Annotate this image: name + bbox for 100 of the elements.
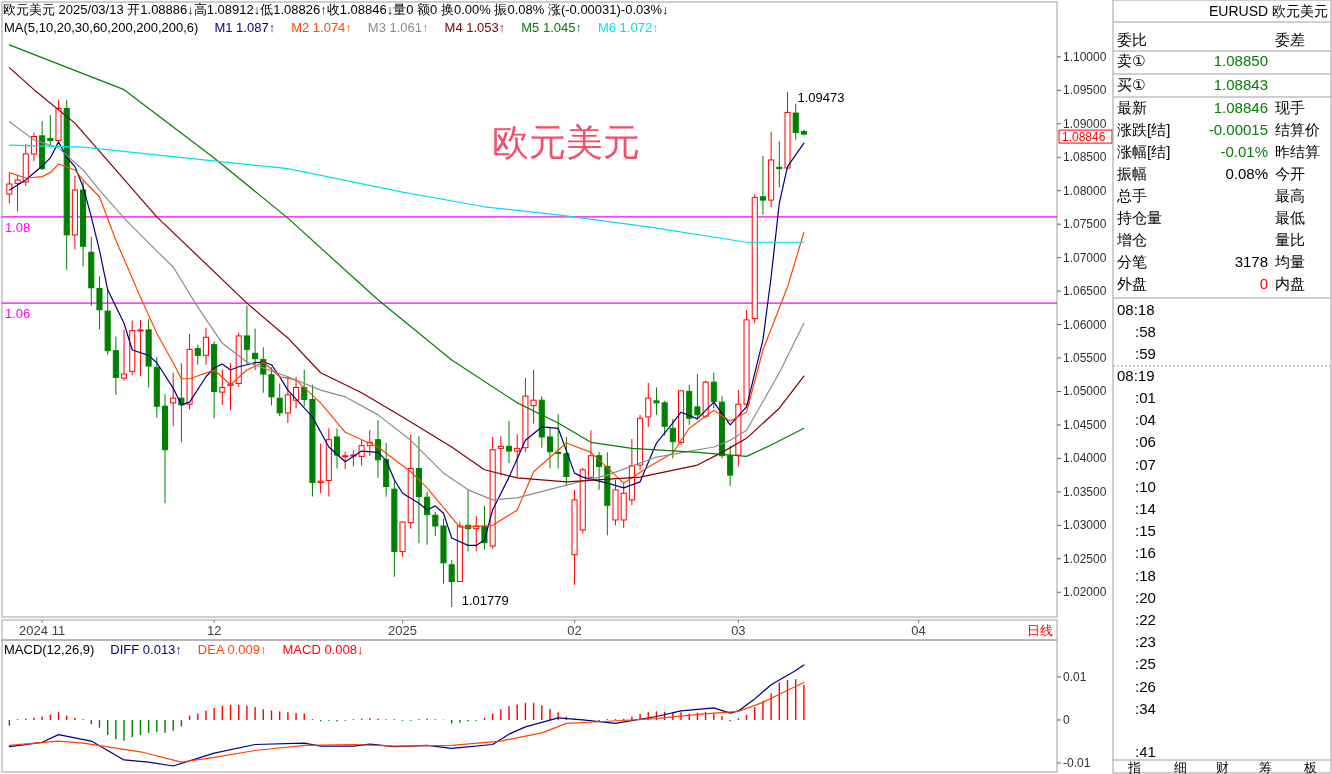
text: :15 bbox=[1135, 522, 1156, 539]
text: 内盘 bbox=[1275, 275, 1305, 292]
text: EURUSD 欧元美元 bbox=[1208, 3, 1328, 19]
x-tick-label: 04 bbox=[911, 623, 926, 638]
text: 最低 bbox=[1275, 209, 1305, 226]
y-tick-label: 1.06000 bbox=[1063, 317, 1107, 332]
text: :14 bbox=[1135, 500, 1156, 517]
y-tick-label: 1.03500 bbox=[1063, 484, 1107, 499]
text: 量比 bbox=[1275, 231, 1305, 248]
y-tick-label: 0.01 bbox=[1063, 669, 1087, 684]
text: :10 bbox=[1135, 478, 1156, 495]
text: :26 bbox=[1135, 678, 1156, 695]
y-tick-label: 0 bbox=[1063, 712, 1070, 727]
text: :01 bbox=[1135, 389, 1156, 406]
legend-title: MACD(12,26,9) bbox=[4, 642, 95, 657]
text: 筹 bbox=[1258, 760, 1272, 774]
y-tick-label: 1.04000 bbox=[1063, 451, 1107, 466]
ref-line-label: 1.06 bbox=[5, 306, 31, 322]
text: DIFF 0.013↑ bbox=[110, 642, 182, 657]
text: M6 1.072↑ bbox=[597, 20, 659, 35]
x-tick-label: 12 bbox=[206, 623, 222, 638]
x-tick-label: 02 bbox=[567, 623, 582, 638]
y-tick-label: 1.08500 bbox=[1063, 150, 1107, 165]
text: 最新 bbox=[1117, 99, 1147, 116]
text: 08:18 bbox=[1117, 301, 1155, 318]
y-tick-label: 1.02500 bbox=[1063, 551, 1107, 566]
text: :16 bbox=[1135, 544, 1156, 561]
text: 最高 bbox=[1275, 187, 1305, 204]
text: M3 1.061↑ bbox=[367, 20, 429, 35]
text: :07 bbox=[1135, 456, 1156, 473]
text: 0 bbox=[1259, 275, 1268, 292]
y-tick-label: 1.08000 bbox=[1063, 183, 1107, 198]
x-tick-label: 2024 11 bbox=[19, 623, 66, 638]
ref-line-label: 1.08 bbox=[5, 219, 31, 235]
y-tick-label: 1.04500 bbox=[1063, 417, 1107, 432]
text: 均量 bbox=[1274, 253, 1305, 270]
text: -0.01% bbox=[1220, 143, 1268, 160]
text: :20 bbox=[1135, 589, 1156, 606]
text: 昨结算 bbox=[1275, 143, 1320, 160]
text: 1.08846 bbox=[1213, 99, 1268, 116]
y-tick-label: 1.10000 bbox=[1063, 49, 1107, 64]
annotation: 1.09473 bbox=[797, 90, 845, 106]
text: 日线 bbox=[1027, 623, 1053, 638]
chart-subtitle: 欧元美元 2025/03/13 开1.08886↓高1.08912↓低1.08826↑收1.08846↓量0 额0 换0.00% 振0.08% 涨(-0.00031)-0.03%↓ bbox=[3, 2, 669, 17]
text: 1.08850 bbox=[1213, 52, 1268, 69]
text: 现手 bbox=[1275, 99, 1305, 116]
text: :22 bbox=[1135, 611, 1156, 628]
text: MACD 0.008↓ bbox=[282, 642, 364, 657]
text: M2 1.074↑ bbox=[291, 20, 352, 35]
text: 细 bbox=[1173, 760, 1187, 774]
y-tick-label: 1.06500 bbox=[1063, 284, 1107, 299]
text: 1.08846 bbox=[1062, 130, 1106, 145]
text: -0.00015 bbox=[1208, 121, 1268, 138]
text: 总手 bbox=[1116, 187, 1147, 204]
x-tick-label: 2025 bbox=[388, 623, 417, 638]
text: 涨跌[结] bbox=[1117, 121, 1171, 138]
text: 板 bbox=[1302, 760, 1317, 774]
text: DEA 0.009↑ bbox=[197, 642, 267, 657]
text: 卖① bbox=[1117, 52, 1146, 69]
text: :41 bbox=[1135, 743, 1156, 760]
x-tick-label: 03 bbox=[731, 623, 746, 638]
text: :18 bbox=[1135, 567, 1156, 584]
text: 指 bbox=[1126, 760, 1141, 774]
text: 买① bbox=[1117, 76, 1146, 93]
text: 委差 bbox=[1275, 31, 1305, 48]
y-tick-label: 1.07500 bbox=[1063, 217, 1107, 232]
y-tick-label: 1.03000 bbox=[1063, 518, 1107, 533]
text: 欧元美元 bbox=[492, 122, 641, 163]
text: 振幅 bbox=[1117, 165, 1147, 182]
text: M1 1.087↑ bbox=[214, 20, 276, 35]
text: :23 bbox=[1135, 633, 1156, 650]
y-tick-label: 1.09500 bbox=[1063, 83, 1107, 98]
legend-title: MA(5,10,20,30,60,200,200,200,6) bbox=[4, 20, 199, 35]
text: M4 1.053↑ bbox=[444, 20, 506, 35]
text: 08:19 bbox=[1117, 367, 1155, 384]
text: 0.08% bbox=[1225, 165, 1268, 182]
text: 分笔 bbox=[1117, 253, 1147, 270]
text: :34 bbox=[1135, 700, 1156, 717]
text: :06 bbox=[1135, 433, 1156, 450]
text: :04 bbox=[1135, 411, 1156, 428]
text: 财 bbox=[1215, 760, 1229, 774]
text: 3178 bbox=[1234, 253, 1268, 270]
text: :59 bbox=[1135, 345, 1156, 362]
text: 外盘 bbox=[1117, 275, 1147, 292]
y-tick-label: -0.01 bbox=[1063, 755, 1091, 770]
annotation: 1.01779 bbox=[461, 593, 509, 609]
text: 增仓 bbox=[1116, 231, 1147, 248]
text: :25 bbox=[1135, 655, 1156, 672]
text: 结算价 bbox=[1275, 121, 1320, 138]
text: 委比 bbox=[1117, 31, 1147, 48]
y-tick-label: 1.02000 bbox=[1063, 585, 1107, 600]
y-tick-label: 1.05500 bbox=[1063, 351, 1107, 366]
text: 今开 bbox=[1275, 165, 1305, 182]
y-tick-label: 1.05000 bbox=[1063, 384, 1107, 399]
text: 持仓量 bbox=[1117, 209, 1162, 226]
text: :58 bbox=[1135, 323, 1156, 340]
text: 1.08843 bbox=[1213, 76, 1268, 93]
text: 涨幅[结] bbox=[1117, 143, 1171, 160]
y-tick-label: 1.07000 bbox=[1063, 250, 1107, 265]
text: M5 1.045↑ bbox=[521, 20, 582, 35]
